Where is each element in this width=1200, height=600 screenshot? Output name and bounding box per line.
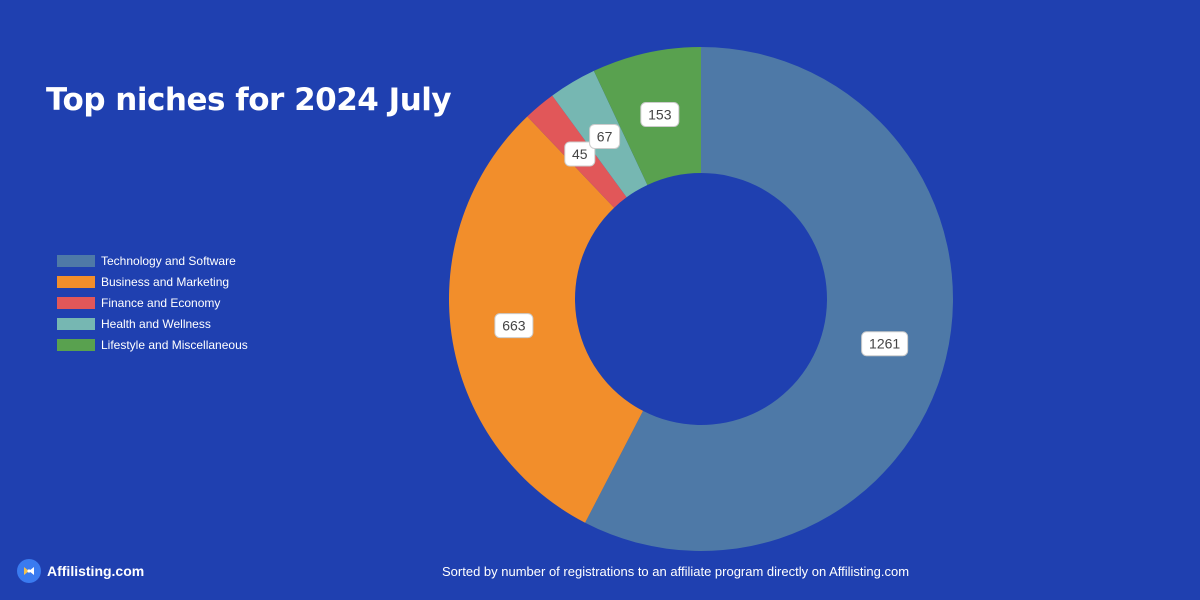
svg-text:67: 67 [597, 128, 613, 144]
footer-note: Sorted by number of registrations to an … [442, 564, 910, 579]
value-label-0: 1261 [861, 331, 909, 357]
legend-swatch [57, 296, 95, 309]
legend-label: Technology and Software [101, 253, 236, 268]
value-label-1: 663 [494, 313, 534, 339]
legend-item-finance[interactable]: Finance and Economy [57, 292, 248, 313]
legend-label: Health and Wellness [101, 316, 211, 331]
legend-item-technology[interactable]: Technology and Software [57, 250, 248, 271]
chart-title: Top niches for 2024 July [46, 82, 452, 118]
legend-swatch [57, 254, 95, 267]
legend-item-business[interactable]: Business and Marketing [57, 271, 248, 292]
legend-label: Finance and Economy [101, 295, 221, 310]
value-label-3: 67 [589, 123, 621, 149]
value-label-2: 45 [564, 141, 596, 167]
legend-swatch [57, 275, 95, 288]
legend-swatch [57, 338, 95, 351]
svg-text:1261: 1261 [869, 336, 900, 352]
brand[interactable]: Affilisting.com [17, 559, 144, 583]
svg-text:153: 153 [648, 107, 672, 123]
donut-slice-1[interactable] [448, 116, 644, 523]
legend-label: Business and Marketing [101, 274, 230, 289]
brand-name: Affilisting.com [47, 563, 145, 579]
legend-item-health[interactable]: Health and Wellness [57, 313, 248, 334]
legend-label: Lifestyle and Miscellaneous [101, 337, 248, 352]
legend-item-lifestyle[interactable]: Lifestyle and Miscellaneous [57, 334, 248, 355]
legend: Technology and Software Business and Mar… [57, 250, 248, 355]
value-label-4: 153 [640, 102, 680, 128]
svg-text:45: 45 [572, 146, 588, 162]
affilisting-logo-icon [17, 559, 41, 583]
legend-swatch [57, 317, 95, 330]
svg-text:663: 663 [502, 318, 526, 334]
donut-slice-0[interactable] [585, 47, 953, 551]
